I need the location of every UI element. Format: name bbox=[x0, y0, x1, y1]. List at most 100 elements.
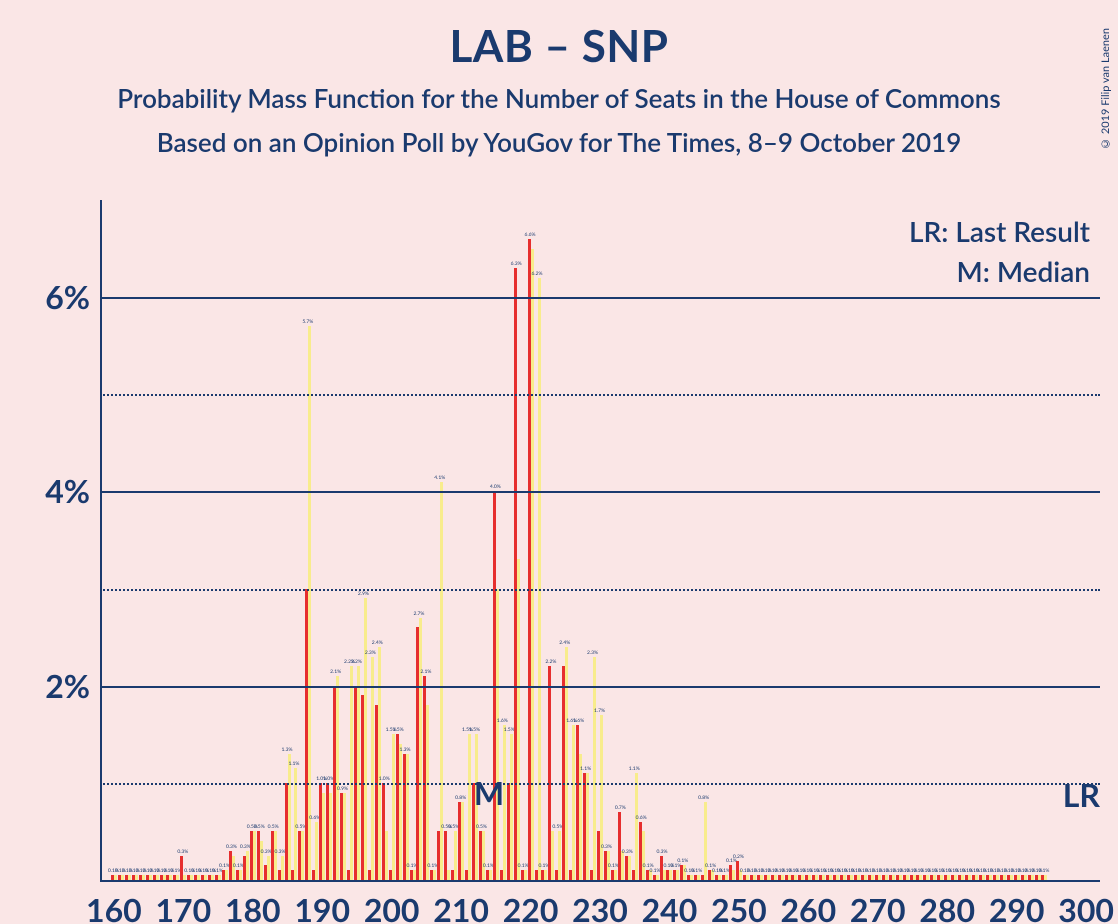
bar-yellow bbox=[454, 831, 457, 880]
bar-yellow bbox=[642, 831, 645, 880]
bar-yellow bbox=[621, 851, 624, 880]
x-tick-label: 270 bbox=[848, 890, 908, 924]
bar-yellow bbox=[239, 870, 242, 880]
bar-yellow bbox=[614, 870, 617, 880]
gridline bbox=[100, 491, 1100, 493]
bar-yellow bbox=[392, 734, 395, 880]
bar-value-label: 0.3% bbox=[601, 844, 612, 850]
bar-yellow bbox=[343, 793, 346, 880]
bar-yellow bbox=[253, 831, 256, 880]
bar-value-label: 2.3% bbox=[587, 650, 598, 656]
bar-value-label: 6.2% bbox=[532, 271, 543, 277]
bar-value-label: 0.1% bbox=[677, 858, 688, 864]
chart-subtitle: Probability Mass Function for the Number… bbox=[0, 82, 1118, 114]
bar-yellow bbox=[676, 870, 679, 880]
plot-area: 0.1%0.1%0.1%0.1%0.1%0.1%0.1%0.1%0.1%0.1%… bbox=[100, 200, 1100, 880]
bar-value-label: 5.7% bbox=[302, 319, 313, 325]
bar-yellow bbox=[447, 870, 450, 880]
bar-value-label: 2.3% bbox=[365, 650, 376, 656]
gridline bbox=[100, 880, 1100, 882]
bar-yellow bbox=[628, 856, 631, 880]
bar-value-label: 2.1% bbox=[420, 669, 431, 675]
gridline bbox=[100, 686, 1100, 688]
bar-value-label: 1.6% bbox=[573, 718, 584, 724]
y-tick-label: 2% bbox=[26, 666, 90, 705]
bar-yellow bbox=[426, 705, 429, 880]
x-tick-label: 210 bbox=[431, 890, 491, 924]
x-tick-label: 160 bbox=[84, 890, 144, 924]
chart-title: LAB – SNP bbox=[0, 20, 1118, 72]
x-tick-label: 180 bbox=[223, 890, 283, 924]
bar-yellow bbox=[669, 870, 672, 880]
bar-value-label: 0.3% bbox=[622, 849, 633, 855]
bar-yellow bbox=[399, 744, 402, 880]
y-tick-label: 6% bbox=[26, 277, 90, 316]
bar-yellow bbox=[413, 870, 416, 880]
bar-yellow bbox=[565, 647, 568, 880]
bar-value-label: 0.3% bbox=[226, 844, 237, 850]
bar-value-label: 2.4% bbox=[559, 640, 570, 646]
x-tick-label: 220 bbox=[501, 890, 561, 924]
bar-value-label: 0.3% bbox=[657, 849, 668, 855]
x-tick-label: 190 bbox=[292, 890, 352, 924]
bar-value-label: 1.6% bbox=[497, 718, 508, 724]
bar-value-label: 1.5% bbox=[393, 727, 404, 733]
bar-value-label: 1.3% bbox=[282, 747, 293, 753]
x-tick-label: 280 bbox=[917, 890, 977, 924]
bar-yellow bbox=[301, 831, 304, 880]
x-tick-label: 260 bbox=[778, 890, 838, 924]
bar-value-label: 0.9% bbox=[337, 786, 348, 792]
bar-yellow bbox=[544, 870, 547, 880]
bar-value-label: 0.1% bbox=[1038, 868, 1049, 874]
bar-yellow bbox=[406, 754, 409, 880]
bar-yellow bbox=[308, 326, 311, 880]
bar-yellow bbox=[281, 856, 284, 880]
bar-yellow bbox=[572, 725, 575, 880]
bar-yellow bbox=[586, 773, 589, 880]
x-tick-label: 170 bbox=[153, 890, 213, 924]
bar-yellow bbox=[461, 802, 464, 880]
bar-yellow bbox=[260, 841, 263, 880]
bar-yellow bbox=[378, 647, 381, 880]
bar-value-label: 6.6% bbox=[525, 232, 536, 238]
legend-last-result: LR: Last Result bbox=[909, 214, 1090, 248]
bar-yellow bbox=[225, 870, 228, 880]
bar-yellow bbox=[419, 618, 422, 880]
bar-yellow bbox=[315, 822, 318, 880]
last-result-marker: LR bbox=[1063, 775, 1100, 814]
bar-yellow bbox=[635, 773, 638, 880]
chart: 0.1%0.1%0.1%0.1%0.1%0.1%0.1%0.1%0.1%0.1%… bbox=[60, 200, 1110, 880]
bar-yellow bbox=[531, 249, 534, 880]
bar-value-label: 0.3% bbox=[177, 849, 188, 855]
copyright: © 2019 Filip van Laenen bbox=[1099, 28, 1112, 150]
bar-yellow bbox=[524, 870, 527, 880]
chart-subsubtitle: Based on an Opinion Poll by YouGov for T… bbox=[0, 126, 1118, 158]
gridline-dotted bbox=[100, 589, 1100, 591]
bar-value-label: 0.5% bbox=[268, 824, 279, 830]
bar-yellow bbox=[246, 851, 249, 880]
bar-yellow bbox=[482, 831, 485, 880]
bar-value-label: 0.8% bbox=[698, 795, 709, 801]
bar-yellow bbox=[489, 870, 492, 880]
bar-yellow bbox=[579, 754, 582, 880]
bar-value-label: 2.2% bbox=[545, 659, 556, 665]
bar-yellow bbox=[538, 278, 541, 880]
y-tick-label: 4% bbox=[26, 471, 90, 510]
bar-yellow bbox=[336, 676, 339, 880]
bar-value-label: 0.2% bbox=[733, 854, 744, 860]
bar-yellow bbox=[322, 793, 325, 880]
bar-yellow bbox=[364, 598, 367, 880]
bar-value-label: 1.1% bbox=[288, 761, 299, 767]
gridline-dotted bbox=[100, 783, 1100, 785]
bar-yellow bbox=[496, 589, 499, 880]
bar-yellow bbox=[551, 831, 554, 880]
bar-value-label: 1.7% bbox=[594, 708, 605, 714]
bar-value-label: 0.5% bbox=[476, 824, 487, 830]
gridline bbox=[100, 297, 1100, 299]
bar-yellow bbox=[510, 734, 513, 880]
gridline-dotted bbox=[100, 394, 1100, 396]
bar-yellow bbox=[663, 870, 666, 880]
x-tick-label: 240 bbox=[639, 890, 699, 924]
bar-yellow bbox=[433, 870, 436, 880]
bar-value-label: 1.0% bbox=[379, 776, 390, 782]
